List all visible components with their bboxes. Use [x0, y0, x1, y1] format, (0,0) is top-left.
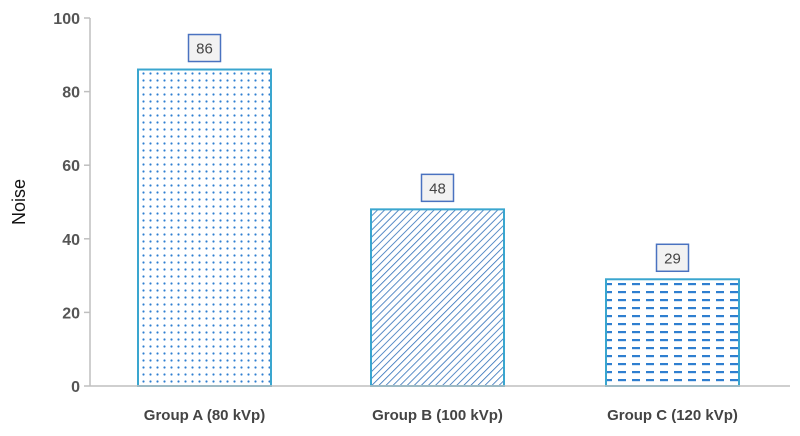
bar: [137, 68, 272, 388]
x-category-label: Group C (120 kVp): [607, 407, 738, 424]
bar: [605, 278, 740, 387]
y-axis-label: Noise: [9, 179, 29, 225]
y-tick-label: 20: [62, 305, 80, 322]
y-tick-label: 100: [53, 11, 80, 28]
x-category-label: Group A (80 kVp): [144, 407, 265, 424]
data-label-box: [187, 33, 222, 63]
y-tick-label: 0: [71, 379, 80, 396]
data-label: 48: [429, 180, 446, 197]
bar: [370, 208, 505, 387]
y-tick-label: 80: [62, 85, 80, 102]
data-label-box: [420, 173, 455, 203]
data-label-box: [655, 243, 690, 273]
x-category-label: Group B (100 kVp): [372, 407, 503, 424]
data-label: 86: [196, 41, 213, 58]
y-tick-label: 60: [62, 158, 80, 175]
y-tick-label: 40: [62, 232, 80, 249]
data-label: 29: [664, 250, 681, 267]
